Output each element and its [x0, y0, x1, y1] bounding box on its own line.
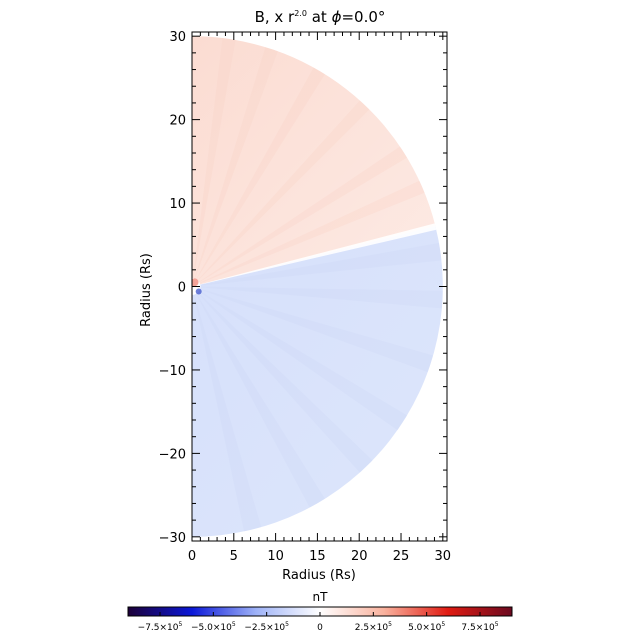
- colorbar-tick-label: −7.5×105: [138, 621, 183, 633]
- field-region-positive: [192, 36, 436, 285]
- near-sun-positive: [192, 278, 199, 287]
- x-tick-label: 15: [309, 549, 326, 564]
- colorbar-tick-label: 5.0×105: [408, 621, 445, 633]
- field-streak: [193, 38, 236, 279]
- field-streak: [198, 290, 407, 431]
- x-tick-label: 0: [188, 549, 196, 564]
- colorbar-tick-label: 0: [317, 623, 323, 633]
- chart-title: B, x r2.0 at ϕ=0.0°: [255, 8, 386, 26]
- y-tick-label: 0: [178, 281, 186, 296]
- colorbar-tick-label: 2.5×105: [355, 621, 392, 633]
- field-streak: [197, 292, 373, 473]
- colorbar-tick-label: 7.5×105: [461, 621, 498, 633]
- y-tick-label: −20: [159, 447, 186, 462]
- field-streak: [195, 293, 325, 508]
- x-tick-label: 10: [267, 549, 284, 564]
- x-axis-label: Radius (Rs): [282, 568, 356, 583]
- x-tick-label: 25: [393, 549, 410, 564]
- field-streak: [199, 288, 434, 373]
- x-tick-label: 5: [230, 549, 238, 564]
- field-map: [192, 36, 443, 537]
- y-tick-label: 10: [169, 197, 186, 212]
- current-sheet: [200, 223, 437, 285]
- y-axis-label: Radius (Rs): [139, 253, 154, 327]
- x-tick-label: 30: [435, 549, 452, 564]
- colorbar-label: nT: [313, 590, 329, 604]
- field-streak: [200, 243, 442, 286]
- y-tick-label: 30: [169, 30, 186, 45]
- near-sun-negative: [195, 288, 202, 295]
- field-streak: [193, 294, 262, 532]
- field-streak: [197, 100, 370, 281]
- colorbar-tick-label: −5.0×105: [191, 621, 236, 633]
- field-region-negative: [192, 225, 443, 537]
- x-tick-labels: 0 5 10 15 20 25 30: [188, 549, 451, 564]
- field-streak: [199, 180, 425, 284]
- field-streak: [196, 67, 325, 280]
- field-streak: [198, 146, 407, 283]
- field-streak: [200, 286, 443, 309]
- axis-ticks: [191, 32, 447, 541]
- x-tick-label: 20: [351, 549, 368, 564]
- field-streak: [194, 47, 278, 279]
- y-tick-label: −10: [159, 364, 186, 379]
- colorbar-ticks: −7.5×105 −5.0×105 −2.5×105 0 2.5×105 5.0×105 7…: [138, 612, 499, 633]
- y-tick-label: −30: [159, 531, 186, 546]
- y-tick-labels: 30 20 10 0 −10 −20 −30: [159, 30, 186, 546]
- colorbar-tick-label: −2.5×105: [244, 621, 289, 633]
- y-tick-label: 20: [169, 114, 186, 129]
